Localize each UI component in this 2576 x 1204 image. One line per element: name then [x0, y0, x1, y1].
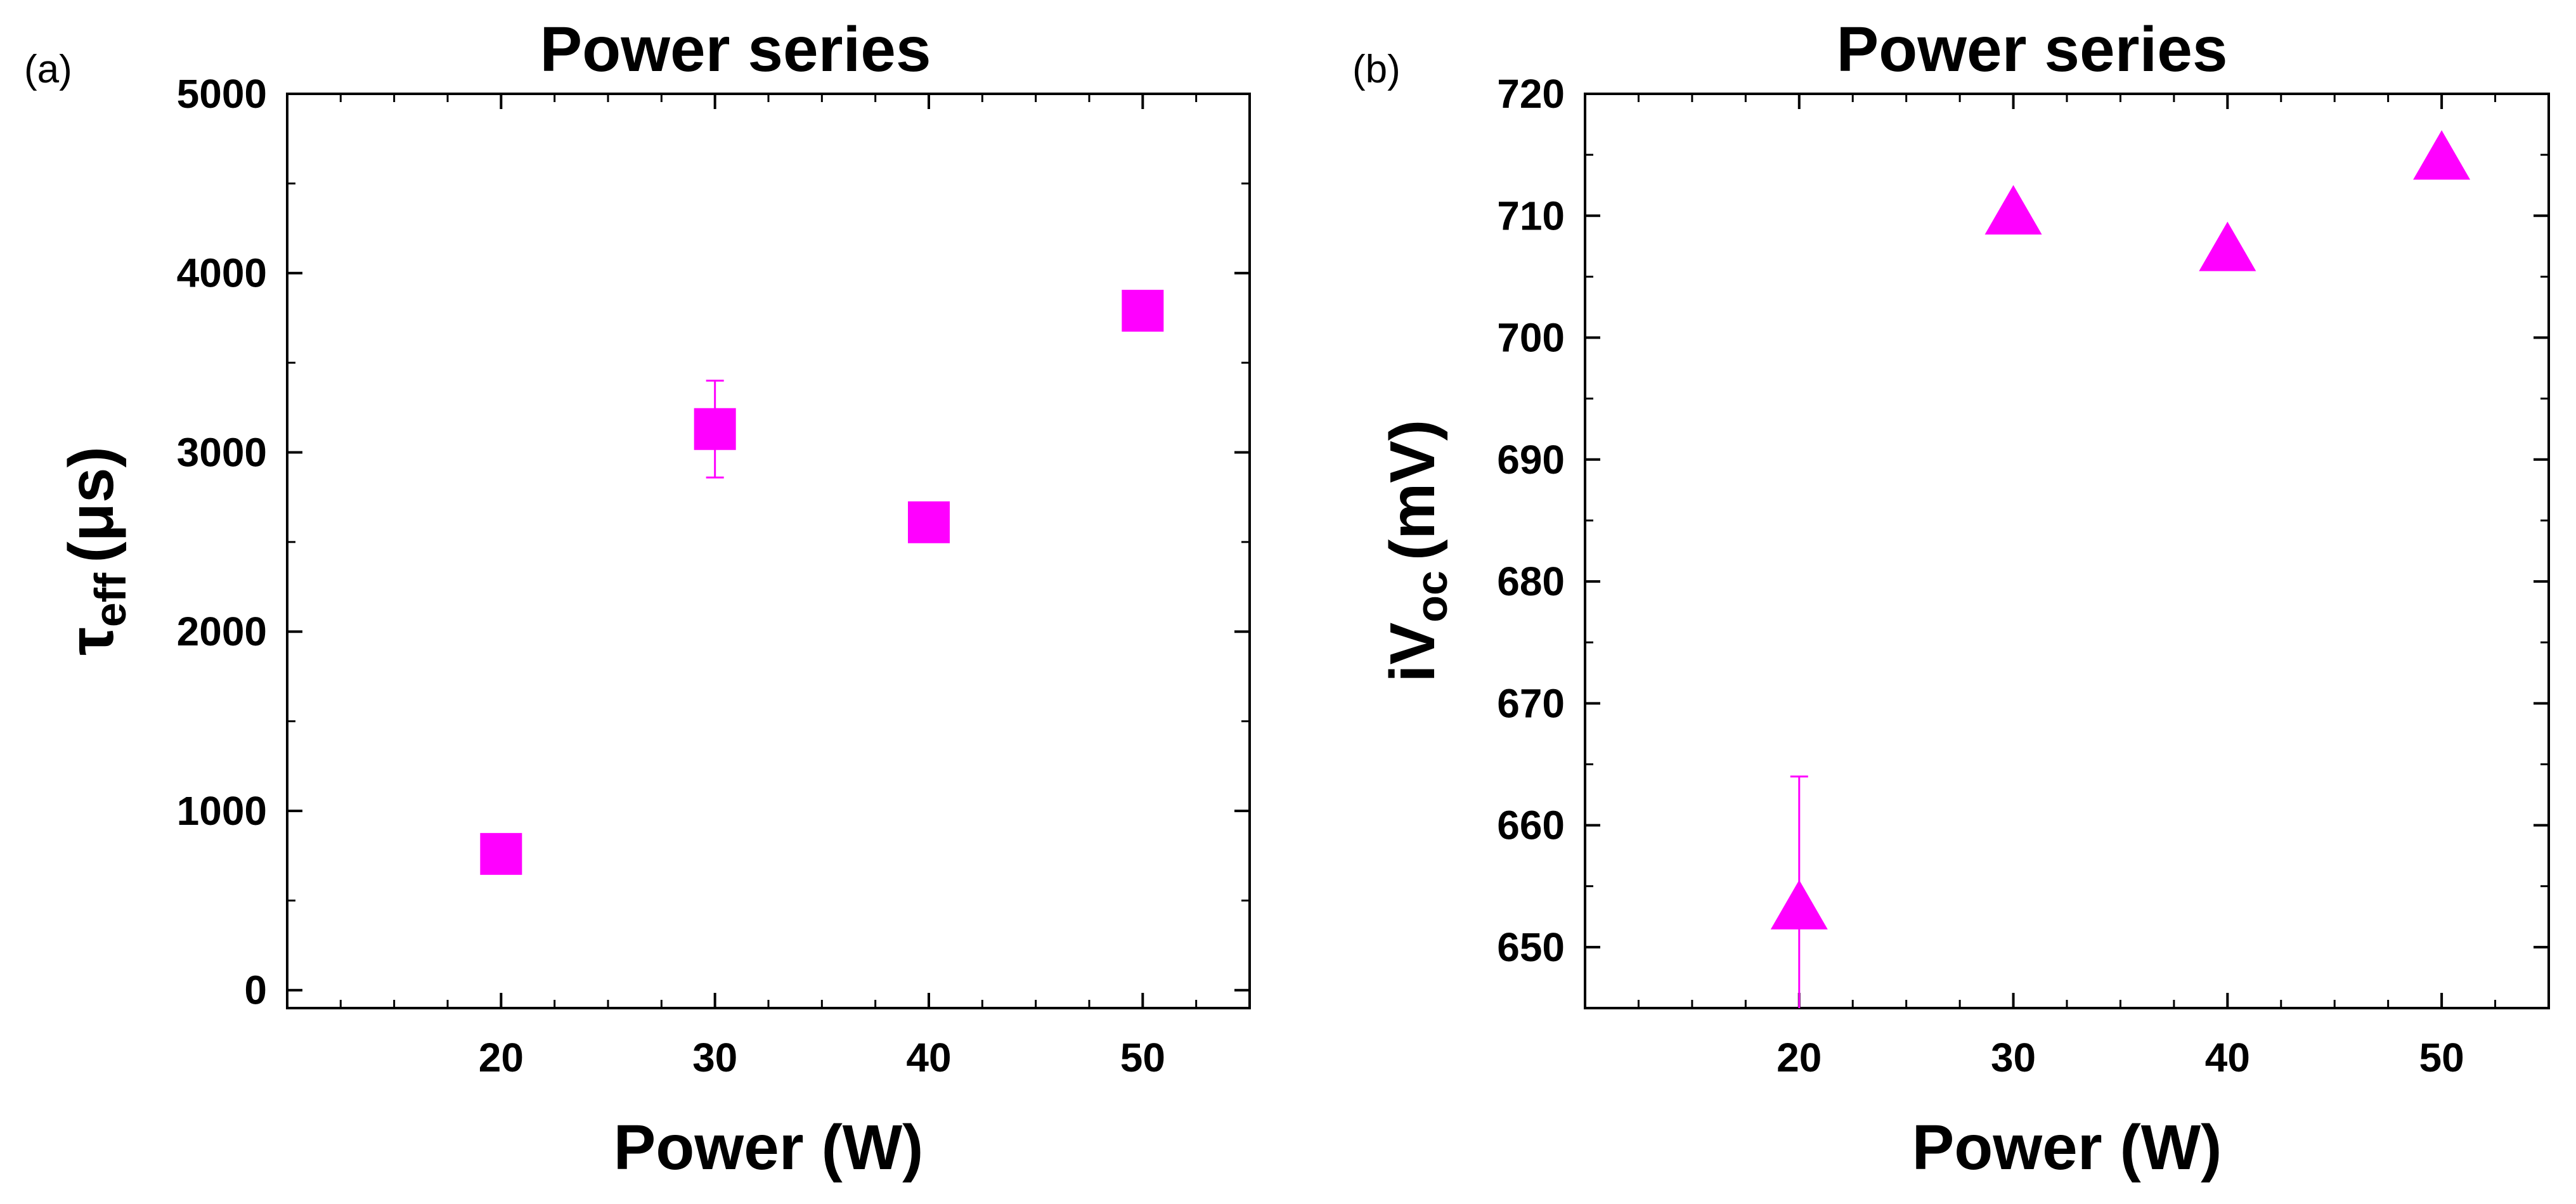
- panel-b-data-point: [2413, 130, 2471, 180]
- panel-b-ticks: [1585, 93, 2549, 1009]
- panel-b-y-tick-label: 670: [1497, 680, 1565, 726]
- panel-a-x-tick-label: 40: [906, 1035, 951, 1080]
- panel-a-data-point: [1122, 290, 1164, 332]
- panel-a-x-tick-label: 20: [479, 1035, 524, 1080]
- panel-b-plot-area: 650 660 670 680 690 700 710 720 20 30 40 50: [1497, 71, 2550, 1080]
- panel-a: (a) Power series 0 1000 2000 3000 4000 5000 2…: [24, 14, 1251, 1183]
- panel-b-y-tick-label: 680: [1497, 559, 1565, 604]
- panel-a-y-tick-labels: 0 1000 2000 3000 4000 5000: [177, 71, 267, 1013]
- panel-b-y-axis-subscript: oc: [1407, 571, 1456, 623]
- panel-a-y-axis-label: τeff (μs): [56, 446, 135, 656]
- panel-a-x-tick-labels: 20 30 40 50: [479, 1035, 1165, 1080]
- panel-a-ticks: [287, 93, 1250, 1008]
- panel-a-x-tick-label: 50: [1120, 1035, 1165, 1080]
- panel-a-y-axis-symbol: τ: [56, 627, 127, 656]
- panel-b-x-tick-label: 30: [1991, 1035, 2036, 1080]
- panel-a-data-point: [694, 408, 736, 450]
- panel-b-y-axis-prefix: iV: [1377, 622, 1448, 682]
- panel-a-x-tick-label: 30: [692, 1035, 737, 1080]
- panel-b-y-axis-label: iVoc (mV): [1377, 420, 1456, 682]
- panel-b-x-axis-label: Power (W): [1912, 1112, 2222, 1183]
- panel-b-x-tick-label: 20: [1777, 1035, 1822, 1080]
- panel-a-y-tick-label: 1000: [177, 788, 267, 834]
- panel-b-y-tick-label: 690: [1497, 437, 1565, 482]
- panel-a-y-axis-unit: (μs): [56, 446, 127, 562]
- panel-b-y-tick-label: 700: [1497, 315, 1565, 361]
- panel-a-y-tick-label: 5000: [177, 71, 267, 117]
- panel-a-y-tick-label: 3000: [177, 429, 267, 475]
- panel-b-y-axis-unit: (mV): [1377, 420, 1448, 560]
- panel-b-y-tick-label: 720: [1497, 71, 1565, 117]
- panel-b-data-point: [2199, 221, 2256, 271]
- panel-a-y-tick-label: 0: [244, 968, 267, 1013]
- panel-a-data-point: [908, 501, 950, 543]
- panel-a-x-axis-label: Power (W): [614, 1112, 924, 1183]
- panel-b-data: [1770, 130, 2471, 1008]
- panel-b: (b) Power series 650 660 670 680 690 700 710 72…: [1352, 14, 2550, 1183]
- panel-a-y-tick-label: 2000: [177, 609, 267, 654]
- panel-a-label: (a): [24, 48, 72, 91]
- panel-b-x-tick-label: 50: [2419, 1035, 2464, 1080]
- panel-a-title: Power series: [540, 14, 931, 85]
- panel-b-x-tick-labels: 20 30 40 50: [1777, 1035, 2464, 1080]
- panel-b-y-tick-label: 660: [1497, 803, 1565, 848]
- panel-b-label: (b): [1352, 48, 1401, 91]
- panel-b-y-tick-label: 650: [1497, 924, 1565, 970]
- panel-a-y-tick-label: 4000: [177, 250, 267, 296]
- panel-b-x-tick-label: 40: [2205, 1035, 2250, 1080]
- panel-b-data-point: [1770, 879, 1828, 929]
- panel-b-title: Power series: [1836, 14, 2227, 85]
- panel-a-plot-area: 0 1000 2000 3000 4000 5000 20 30 40 50: [177, 71, 1251, 1080]
- panel-a-data: [480, 290, 1164, 875]
- panel-b-frame: [1584, 93, 2550, 1009]
- panel-b-y-tick-label: 710: [1497, 193, 1565, 238]
- panel-b-y-tick-labels: 650 660 670 680 690 700 710 720: [1497, 71, 1565, 970]
- panel-b-data-point: [1984, 184, 2042, 235]
- panel-a-y-axis-subscript: eff: [86, 573, 135, 627]
- panel-a-data-point: [480, 832, 522, 875]
- panel-a-frame: [286, 93, 1251, 1009]
